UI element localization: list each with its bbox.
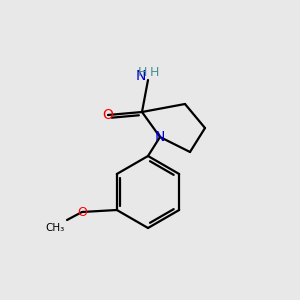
Text: H: H — [138, 67, 147, 80]
Text: CH₃: CH₃ — [45, 223, 64, 233]
Text: N: N — [136, 69, 146, 83]
Text: N: N — [155, 130, 165, 144]
Text: H: H — [150, 67, 159, 80]
Text: O: O — [77, 206, 87, 218]
Text: O: O — [103, 108, 113, 122]
